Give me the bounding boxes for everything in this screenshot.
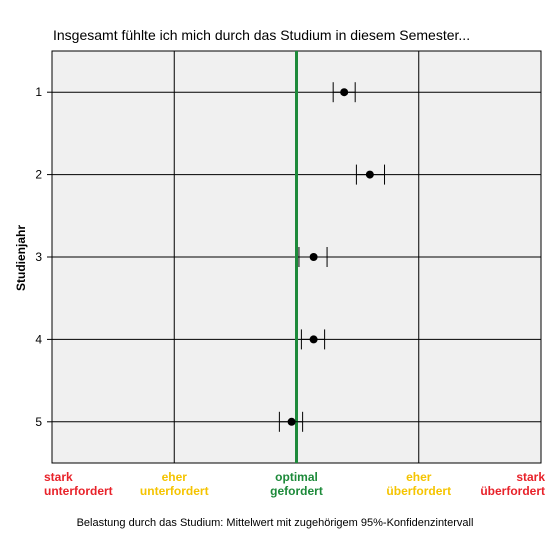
x-axis-ticks: stark unterfordert eher unterfordert optimal… [44, 470, 545, 498]
data-point-1 [340, 88, 349, 97]
data-point-5 [287, 417, 296, 426]
y-tick-label-1: 1 [35, 85, 42, 99]
x-tick-label-5: stark überfordert [480, 470, 545, 498]
chart-title: Insgesamt fühlte ich mich durch das Stud… [53, 27, 470, 43]
y-tick-label-5: 5 [35, 415, 42, 429]
y-axis-label: Studienjahr [14, 225, 28, 291]
x-tick-label-1: stark unterfordert [44, 470, 113, 498]
y-tick-label-3: 3 [35, 250, 42, 264]
y-tick-label-4: 4 [35, 332, 42, 346]
x-tick-label-4: eher überfordert [386, 470, 451, 498]
data-point-3 [309, 253, 318, 261]
x-tick-label-2: eher unterfordert [140, 470, 209, 498]
x-axis-label: Belastung durch das Studium: Mittelwert … [77, 517, 474, 529]
x-tick-label-3: optimal gefordert [270, 470, 323, 498]
y-tick-label-2: 2 [35, 168, 42, 182]
data-points [287, 88, 374, 426]
data-point-2 [365, 170, 374, 179]
y-axis-ticks: 1 2 3 4 5 [35, 85, 52, 429]
error-bars [278, 82, 386, 432]
data-point-4 [309, 335, 318, 344]
